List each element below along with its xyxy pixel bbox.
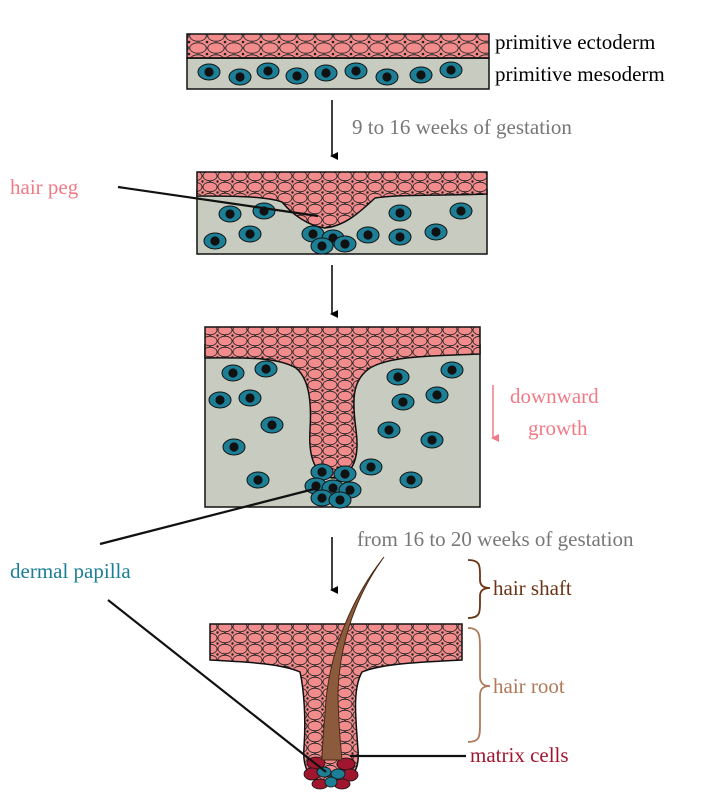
label-dermal-papilla: dermal papilla [10, 559, 131, 583]
dermal-papilla-leader-upper [99, 486, 319, 546]
label-downward: downward [510, 384, 599, 408]
label-hair-peg: hair peg [10, 175, 79, 199]
label-hair-shaft: hair shaft [493, 576, 572, 600]
label-primitive-ectoderm: primitive ectoderm [495, 30, 656, 54]
label-hair-root: hair root [493, 674, 565, 698]
stage1-primitive-layers [186, 33, 490, 90]
label-matrix-cells: matrix cells [470, 743, 569, 767]
stage4-hair-follicle [209, 556, 463, 790]
label-stage3-caption: from 16 to 20 weeks of gestation [357, 527, 634, 551]
label-growth: growth [528, 416, 588, 440]
stage3-downward-growth [204, 326, 481, 509]
hair-root-brace [467, 627, 491, 743]
stage4-matrix-cells [303, 756, 359, 790]
stage2-epidermis [196, 171, 488, 229]
stage4-hair-shaft-and-root [321, 556, 385, 761]
stage2-hair-peg [196, 171, 488, 255]
stage1-ectoderm-layer [186, 33, 490, 59]
label-stage1-caption: 9 to 16 weeks of gestation [352, 115, 572, 139]
hair-shaft-brace [467, 559, 491, 619]
dermal-papilla-leader-lower [107, 599, 327, 773]
label-primitive-mesoderm: primitive mesoderm [495, 62, 665, 86]
hair-peg-leader [117, 185, 319, 218]
